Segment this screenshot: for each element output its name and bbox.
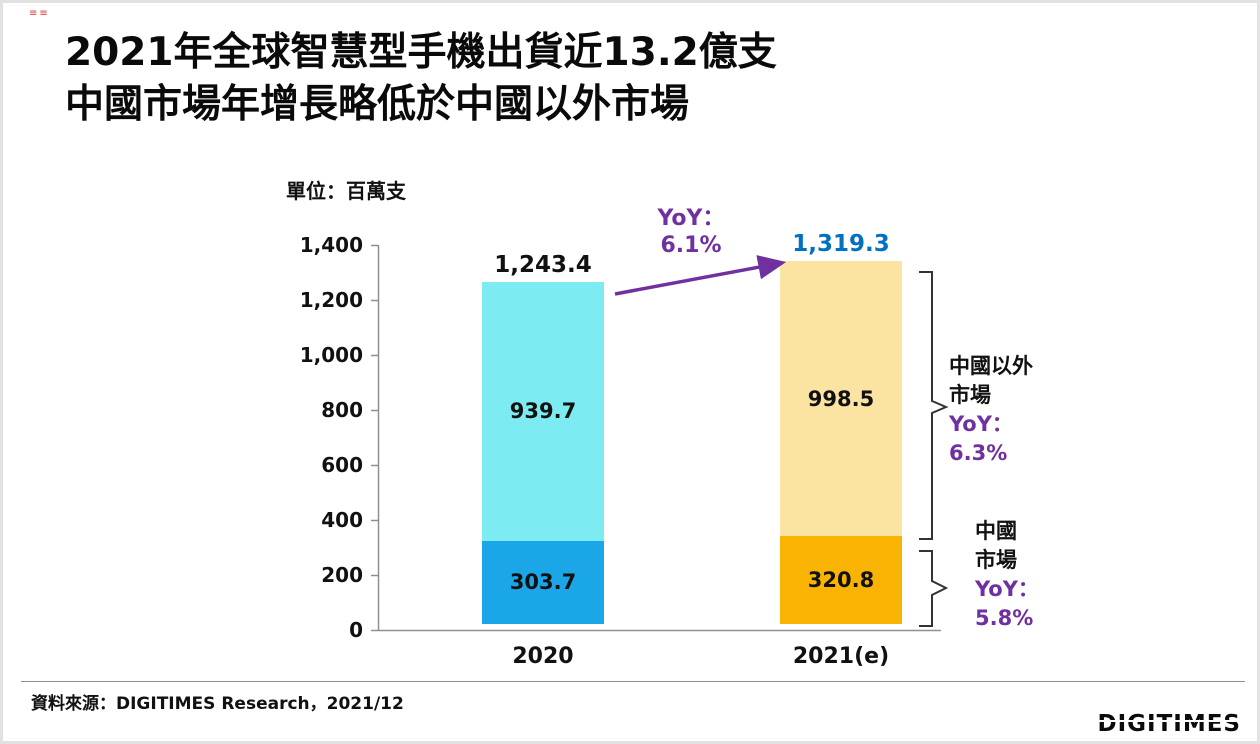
total-yoy-annotation: YoY： 6.1% [631,205,751,259]
segment-outside-china-2020: 939.7 [482,282,604,541]
y-tick-label: 400 [321,508,363,532]
annotation-yoy-value: 6.3% [949,441,1008,465]
x-label-2021e: 2021(e) [792,644,890,669]
annotation-name-line1: 中國以外 [949,354,1033,378]
y-tick-label: 600 [321,453,363,477]
chart-title-line1: 2021年全球智慧型手機出貨近13.2億支 [65,30,777,75]
segment-china-2021e: 320.8 [780,535,902,624]
chart-title-line2: 中國市場年增長略低於中國以外市場 [65,82,690,127]
annotation-name-line1: 中國 [975,519,1017,543]
corner-watermark: ≡≡ [29,8,50,19]
y-tick-label: 200 [321,563,363,587]
digitimes-logo: DIGITIMES [1097,711,1241,737]
bracket-china [919,550,949,627]
y-tick-label: 800 [321,398,363,422]
bar-total-2021e: 1,319.3 [792,231,890,258]
y-tick-label: 1,400 [299,233,363,257]
bracket-outside-china [919,271,949,540]
annotation-name-line2: 市場 [949,383,991,407]
annotation-yoy-value: 5.8% [975,606,1034,630]
chart-title: 2021年全球智慧型手機出貨近13.2億支 中國市場年增長略低於中國以外市場 [65,27,777,131]
annotation-china: 中國 市場 YoY： 5.8% [975,517,1039,633]
bar-2020: 1,243.4 939.7 303.7 [482,252,604,624]
total-yoy-label: YoY： [657,206,725,231]
segment-value: 303.7 [509,570,577,595]
y-tick-label: 0 [349,618,363,642]
y-tick-label: 1,200 [299,288,363,312]
y-tick-label: 1,000 [299,343,363,367]
yoy-arrow [614,255,787,296]
bar-total-2020: 1,243.4 [494,252,592,279]
annotation-yoy-label: YoY： [975,577,1039,601]
segment-value: 998.5 [807,386,875,411]
unit-label: 單位：百萬支 [286,179,406,203]
segment-china-2020: 303.7 [482,540,604,624]
annotation-yoy-label: YoY： [949,412,1013,436]
total-yoy-value: 6.1% [660,233,722,258]
segment-value: 320.8 [807,567,875,592]
x-label-2020: 2020 [512,644,574,669]
source-note: 資料來源：DIGITIMES Research，2021/12 [31,694,404,714]
segment-value: 939.7 [509,399,577,424]
bar-2021e: 1,319.3 998.5 320.8 [780,231,902,624]
segment-outside-china-2021e: 998.5 [780,261,902,536]
y-axis-ticks [371,244,378,577]
footer-divider [21,681,1245,682]
annotation-outside-china: 中國以外 市場 YoY： 6.3% [949,352,1033,468]
annotation-name-line2: 市場 [975,548,1017,572]
